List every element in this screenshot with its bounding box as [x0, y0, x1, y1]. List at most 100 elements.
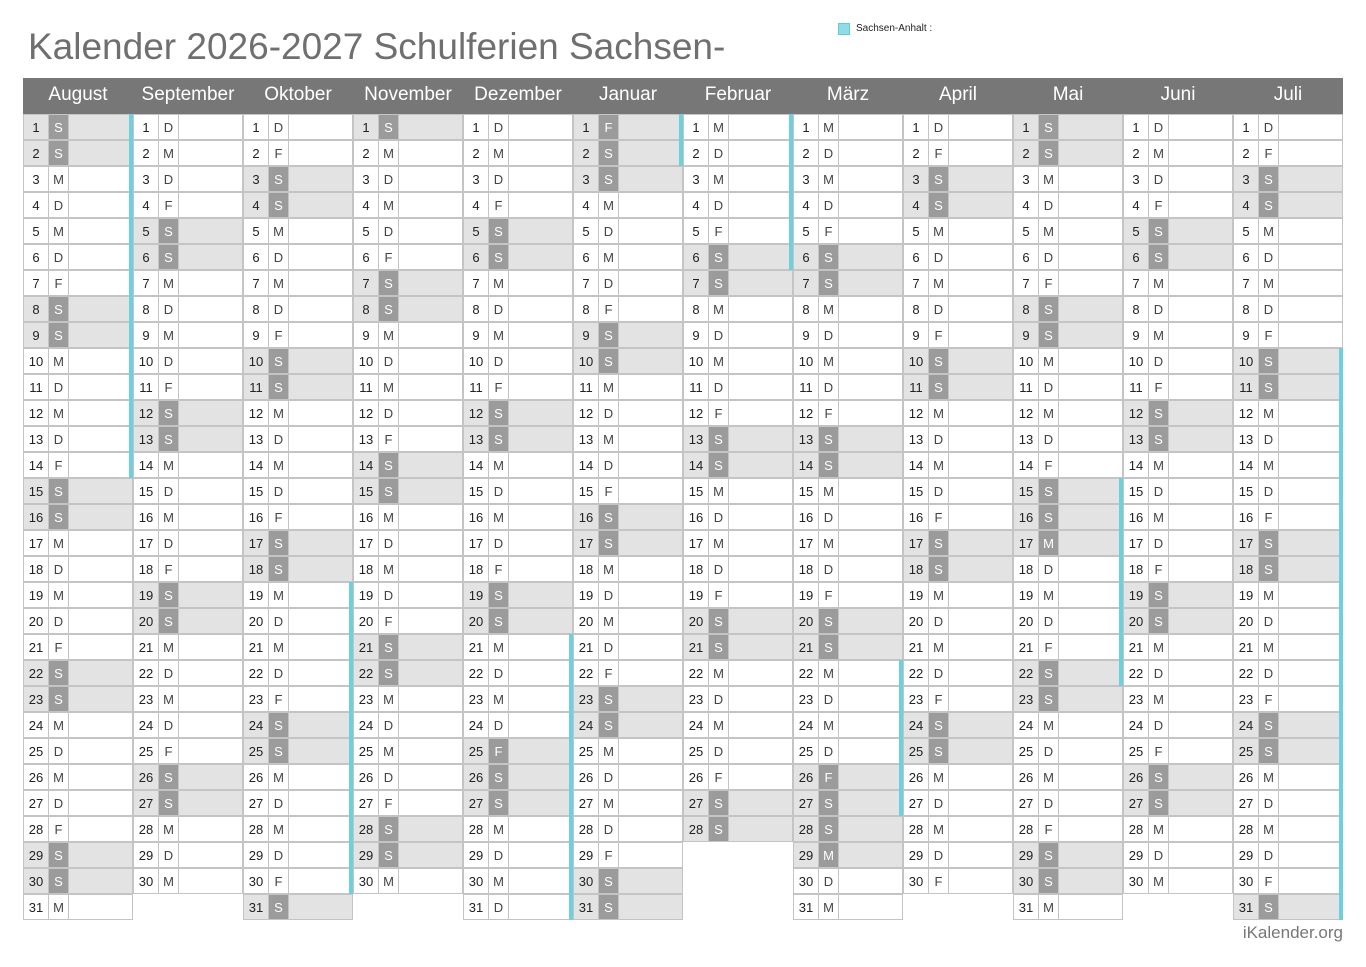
day-number: 1 — [903, 114, 929, 140]
day-number: 2 — [793, 140, 819, 166]
day-cell: 15 D — [1233, 478, 1343, 504]
day-cell: 30 S — [23, 868, 133, 894]
weekday-letter: M — [268, 452, 289, 478]
day-cell: 20 D — [1013, 608, 1123, 634]
weekday-letter: M — [598, 192, 619, 218]
day-note — [1058, 816, 1123, 842]
day-number: 6 — [1123, 244, 1149, 270]
day-note — [838, 556, 903, 582]
weekday-letter: S — [928, 166, 949, 192]
weekday-letter: S — [818, 452, 839, 478]
day-note — [1168, 452, 1233, 478]
weekday-letter: S — [158, 790, 179, 816]
day-number: 25 — [1123, 738, 1149, 764]
day-note — [398, 114, 463, 140]
weekday-letter: S — [1258, 738, 1279, 764]
day-number: 3 — [133, 166, 159, 192]
day-note — [948, 816, 1013, 842]
weekday-letter: M — [598, 244, 619, 270]
day-note — [948, 374, 1013, 400]
day-number: 29 — [353, 842, 379, 868]
day-note — [288, 270, 353, 296]
weekday-letter: D — [708, 192, 729, 218]
day-number: 23 — [23, 686, 49, 712]
day-number: 18 — [903, 556, 929, 582]
day-cell: 22 D — [1123, 660, 1233, 686]
day-note — [68, 140, 133, 166]
weekday-letter: S — [48, 140, 69, 166]
day-number: 26 — [463, 764, 489, 790]
day-note — [1058, 660, 1123, 686]
day-cell: 15 S — [353, 478, 463, 504]
weekday-letter: F — [818, 400, 839, 426]
day-note — [838, 660, 903, 686]
day-number: 7 — [133, 270, 159, 296]
day-note — [948, 686, 1013, 712]
weekday-letter: S — [708, 426, 729, 452]
weekday-letter: S — [1258, 530, 1279, 556]
day-cell: 13 S — [133, 426, 243, 452]
weekday-letter: S — [1038, 842, 1059, 868]
day-note — [838, 686, 903, 712]
weekday-letter: S — [1258, 894, 1279, 920]
day-note — [728, 140, 793, 166]
weekday-letter: S — [598, 322, 619, 348]
day-note — [68, 842, 133, 868]
weekday-letter: M — [598, 790, 619, 816]
day-number: 6 — [1233, 244, 1259, 270]
day-number: 14 — [243, 452, 269, 478]
day-cell: 10 M — [683, 348, 793, 374]
day-cell: 12 F — [793, 400, 903, 426]
day-number: 26 — [1123, 764, 1149, 790]
day-number: 26 — [23, 764, 49, 790]
weekday-letter: S — [928, 530, 949, 556]
day-cell: 25 F — [133, 738, 243, 764]
day-cell: 31 M — [1013, 894, 1123, 920]
day-note — [288, 374, 353, 400]
day-note — [398, 634, 463, 660]
day-cell: 17 D — [463, 530, 573, 556]
day-number: 21 — [23, 634, 49, 660]
weekday-letter: S — [1038, 660, 1059, 686]
weekday-letter: S — [378, 452, 399, 478]
day-note — [728, 374, 793, 400]
day-cell: 17 S — [1233, 530, 1343, 556]
weekday-letter: M — [818, 296, 839, 322]
day-number: 24 — [1123, 712, 1149, 738]
day-note — [1278, 764, 1343, 790]
weekday-letter: S — [598, 712, 619, 738]
weekday-letter: D — [1258, 114, 1279, 140]
day-note — [1278, 400, 1343, 426]
weekday-letter: F — [1038, 816, 1059, 842]
weekday-letter: F — [1258, 322, 1279, 348]
weekday-letter: S — [268, 374, 289, 400]
weekday-letter: M — [158, 634, 179, 660]
day-cell: 10 D — [1123, 348, 1233, 374]
day-cell: 22 S — [353, 660, 463, 686]
day-number: 16 — [463, 504, 489, 530]
day-note — [1058, 634, 1123, 660]
day-number: 30 — [353, 868, 379, 894]
day-note — [1058, 556, 1123, 582]
day-number: 16 — [133, 504, 159, 530]
day-cell: 11 M — [353, 374, 463, 400]
weekday-letter: M — [928, 400, 949, 426]
weekday-letter: D — [48, 426, 69, 452]
day-note — [178, 816, 243, 842]
weekday-letter: F — [158, 738, 179, 764]
day-number: 23 — [573, 686, 599, 712]
weekday-letter: F — [598, 478, 619, 504]
day-number: 25 — [23, 738, 49, 764]
day-cell: 13 S — [683, 426, 793, 452]
day-number: 27 — [903, 790, 929, 816]
day-note — [1168, 348, 1233, 374]
day-cell: 29 D — [463, 842, 573, 868]
day-cell: 12 M — [903, 400, 1013, 426]
